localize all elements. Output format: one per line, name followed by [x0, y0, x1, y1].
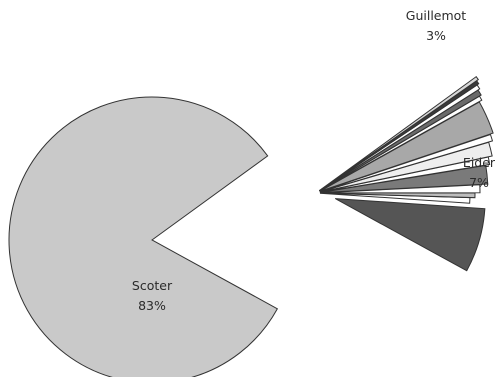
slice-value-guillemot: 3%: [426, 28, 446, 43]
slice-label-guillemot: Guillemot: [406, 8, 467, 23]
pie-slice-scoter: [8, 96, 279, 377]
pie-slice-eider: [334, 198, 486, 272]
pie-slice-14: [318, 75, 479, 192]
slice-label-eider: Eider: [463, 155, 495, 170]
slice-label-scoter: Scoter: [132, 278, 173, 293]
slice-value-scoter: 83%: [138, 298, 166, 313]
pie-labels: Scoter 83% Eider 7% Guillemot 3%: [132, 8, 495, 313]
pie-slices: [8, 75, 494, 377]
slice-value-eider: 7%: [469, 175, 489, 190]
